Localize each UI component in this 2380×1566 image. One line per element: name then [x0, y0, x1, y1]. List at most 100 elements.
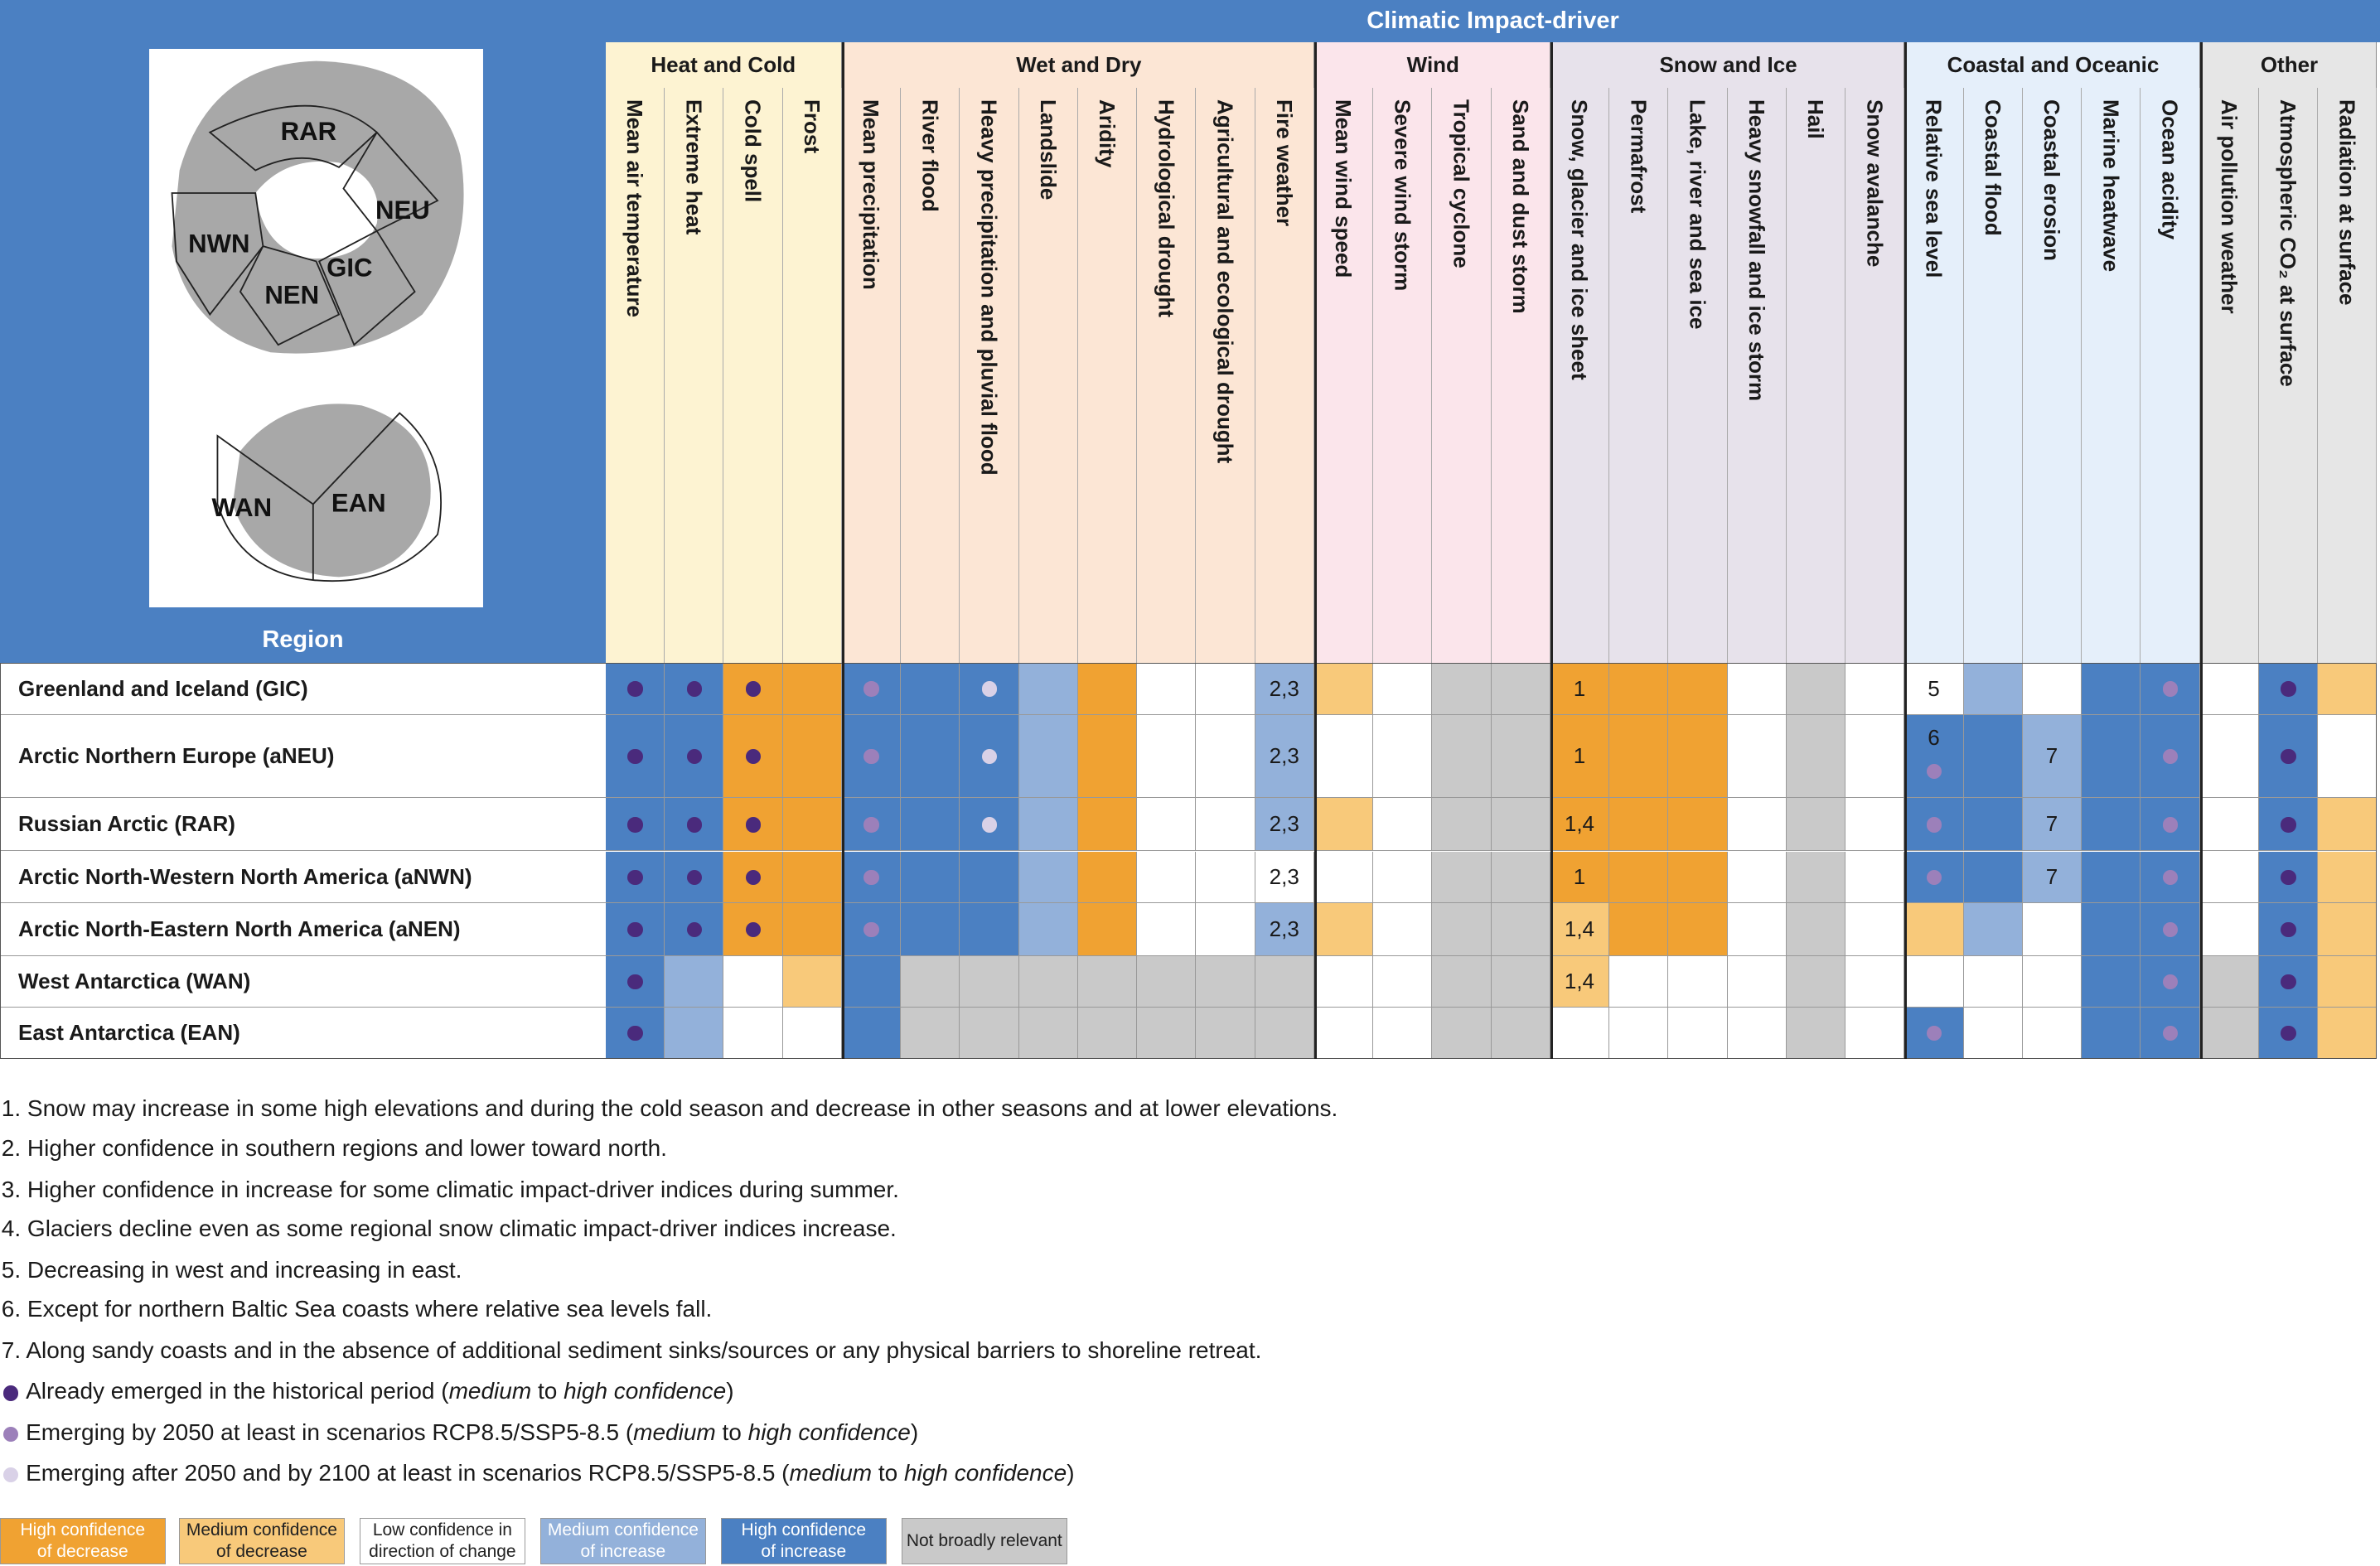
cell-note: 2,3	[1269, 916, 1299, 941]
cell	[901, 955, 960, 1008]
cell	[2082, 714, 2141, 799]
antarctic-land	[232, 404, 431, 578]
cell	[2318, 851, 2378, 903]
region-name: Arctic North-Western North America (aNWN…	[0, 852, 606, 903]
legend-text-part: medium	[789, 1460, 873, 1486]
cell	[1077, 663, 1138, 715]
cell	[1313, 955, 1374, 1008]
cell	[1786, 955, 1846, 1008]
cell: 2,3	[1255, 798, 1314, 852]
cell	[1904, 798, 1964, 852]
cell: 1,4	[1550, 955, 1610, 1008]
cell	[2022, 1008, 2082, 1060]
emergence-dot	[745, 748, 762, 765]
column-header: Snow avalanche	[1845, 88, 1905, 664]
cell-note: 1,4	[1564, 811, 1595, 837]
cell	[1845, 955, 1905, 1008]
cell: 2,3	[1255, 851, 1314, 903]
cell	[1904, 851, 1964, 903]
legend-label: of increase	[580, 1541, 666, 1561]
emergence-dot	[1926, 869, 1942, 885]
emergence-dot	[2162, 921, 2179, 937]
legend-text-part: to	[872, 1460, 905, 1486]
cell	[1668, 798, 1728, 852]
cell	[1904, 955, 1964, 1008]
cell	[1077, 851, 1138, 903]
cell	[2082, 798, 2141, 852]
cell	[2141, 798, 2200, 852]
cell	[665, 955, 724, 1008]
emergence-dot	[863, 817, 879, 833]
cell	[1196, 955, 1255, 1008]
cell: 1	[1550, 663, 1610, 715]
legend-text-part: medium	[448, 1378, 532, 1404]
cell: 2,3	[1255, 714, 1314, 799]
legend-label: of decrease	[36, 1541, 128, 1561]
cell	[605, 714, 665, 799]
emergence-dot	[627, 681, 643, 697]
emergence-dot	[2281, 869, 2296, 885]
cell	[605, 798, 665, 852]
map-label: WAN	[211, 493, 272, 522]
cell	[1373, 663, 1433, 715]
column-header: Tropical cyclone	[1432, 88, 1492, 664]
column-header: River flood	[901, 88, 960, 664]
dot-legend-text: Emerging after 2050 and by 2100 at least…	[26, 1460, 1074, 1486]
group-header: Wet and Dry	[841, 42, 1314, 89]
column-header: Extreme heat	[665, 88, 724, 664]
cell	[2258, 955, 2319, 1008]
map-label: RAR	[281, 117, 336, 146]
cell	[605, 663, 665, 715]
column-header: Sand and dust storm	[1491, 88, 1550, 664]
legend-box: Medium confidence of decrease	[179, 1517, 345, 1565]
cell: 1	[1550, 714, 1610, 799]
cell	[723, 663, 783, 715]
emergence-dot	[627, 974, 643, 990]
cell: 7	[2022, 798, 2082, 852]
cell	[1018, 798, 1078, 852]
cell	[782, 798, 842, 852]
emergence-dot	[981, 748, 998, 765]
cell	[605, 851, 665, 903]
emergence-dot	[627, 748, 643, 765]
cell	[2141, 851, 2200, 903]
cell-note: 1	[1573, 675, 1586, 701]
cell	[1609, 1008, 1669, 1060]
dot-legend-text: Already emerged in the historical period…	[26, 1378, 733, 1404]
cell	[2258, 798, 2319, 852]
cell	[665, 663, 724, 715]
region-name: Arctic North-Eastern North America (aNEN…	[0, 903, 606, 956]
cell	[1904, 902, 1964, 956]
column-header: Hail	[1786, 88, 1846, 664]
column-header: Coastal flood	[1963, 88, 2023, 664]
cell	[1018, 955, 1078, 1008]
cell	[1137, 902, 1197, 956]
legend-label: High confidence	[741, 1520, 867, 1539]
cell	[1786, 714, 1846, 799]
group-divider	[1313, 42, 1317, 1060]
map: RAR NEU NWN GIC NEN WAN EAN	[149, 49, 483, 607]
cell	[1963, 955, 2023, 1008]
cell	[1668, 902, 1728, 956]
cell	[1077, 955, 1138, 1008]
emergence-dot	[2281, 974, 2296, 990]
cell-note: 2,3	[1269, 675, 1299, 701]
column-header: Hydrological drought	[1137, 88, 1197, 664]
cell	[2318, 663, 2378, 715]
group-divider	[1904, 42, 1908, 1060]
emergence-dot	[2162, 869, 2179, 885]
region-name: Arctic Northern Europe (aNEU)	[0, 715, 606, 799]
cell	[1609, 714, 1669, 799]
cell	[1313, 798, 1374, 852]
cell	[1313, 851, 1374, 903]
cell	[1432, 714, 1492, 799]
cell	[1373, 902, 1433, 956]
footnote: 1. Snow may increase in some high elevat…	[1, 1095, 1338, 1122]
cell	[901, 663, 960, 715]
cell	[1727, 955, 1787, 1008]
cell	[1491, 955, 1550, 1008]
cell	[1491, 851, 1550, 903]
region-header: Region	[262, 626, 344, 653]
map-label: GIC	[327, 254, 372, 283]
cell	[2258, 1008, 2319, 1060]
